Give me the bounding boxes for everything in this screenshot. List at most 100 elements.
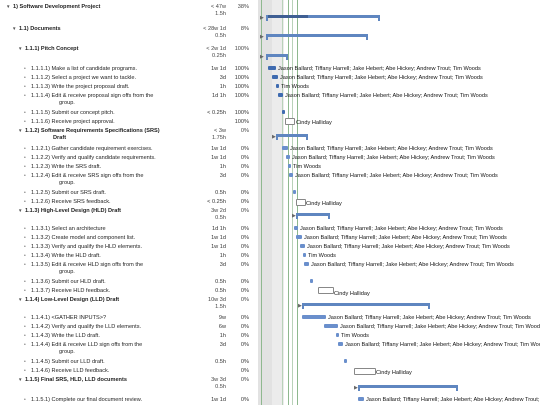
percent-complete-cell[interactable]: 0% [240, 324, 249, 330]
task-bar[interactable] [272, 75, 278, 79]
summary-bar[interactable] [296, 213, 330, 219]
percent-complete-cell[interactable]: 0% [240, 377, 249, 383]
task-name[interactable]: 1.1.4) Low-Level Design (LLD) Draft [25, 297, 188, 304]
task-name[interactable]: 1.1.3.3) Verify and qualify the HLD elem… [31, 244, 188, 251]
task-name[interactable]: 1.1.1) Pitch Concept [25, 46, 188, 53]
duration-cell[interactable]: 9w [190, 315, 226, 322]
task-name[interactable]: 1.1.4.5) Submit our LLD draft. [31, 359, 188, 366]
duration-cell[interactable]: 1h [190, 333, 226, 340]
collapse-triangle-icon[interactable]: ▼ [18, 46, 23, 51]
duration-cell[interactable]: 3d [190, 173, 226, 180]
task-bar[interactable] [289, 173, 293, 177]
collapse-triangle-icon[interactable]: ▼ [18, 208, 23, 213]
percent-complete-cell[interactable]: 100% [234, 110, 249, 116]
duration-cell[interactable]: 0.5h [190, 359, 226, 366]
percent-complete-cell[interactable]: 0% [240, 146, 249, 152]
task-name[interactable]: 1.1.2) Software Requirements Specificati… [25, 128, 188, 141]
task-name[interactable]: 1.1.3.4) Write the HLD draft. [31, 253, 188, 260]
task-name[interactable]: 1.1.4.2) Verify and qualify the LLD elem… [31, 324, 188, 331]
summary-bar[interactable] [302, 303, 430, 309]
task-name[interactable]: 1.1.1.3) Write the project proposal draf… [31, 84, 188, 91]
summary-bar[interactable] [266, 15, 380, 21]
percent-complete-cell[interactable]: 0% [240, 297, 249, 303]
task-bar[interactable] [286, 155, 290, 159]
duration-cell[interactable]: 1w 1d [190, 66, 226, 73]
percent-complete-cell[interactable]: 0% [240, 315, 249, 321]
task-name[interactable]: 1.1.1.1) Make a list of candidate progra… [31, 66, 188, 73]
percent-complete-cell[interactable]: 100% [234, 93, 249, 99]
collapse-triangle-icon[interactable]: ▼ [18, 297, 23, 302]
milestone-bar[interactable] [318, 287, 334, 294]
task-bar[interactable] [358, 397, 364, 401]
task-bar[interactable] [293, 190, 296, 194]
duration-cell[interactable]: 6w [190, 324, 226, 331]
duration-cell[interactable]: 0.5h [190, 190, 226, 197]
percent-complete-cell[interactable]: 100% [234, 119, 249, 125]
task-name[interactable]: 1) Software Development Project [13, 4, 188, 11]
duration-cell[interactable]: 3w 2d 0.5h [190, 208, 226, 221]
task-name[interactable]: 1.1.2.5) Submit our SRS draft. [31, 190, 188, 197]
task-name[interactable]: 1.1.2.2) Verify and qualify candidate re… [31, 155, 188, 162]
task-bar[interactable] [310, 279, 313, 283]
percent-complete-cell[interactable]: 0% [240, 199, 249, 205]
duration-cell[interactable]: 1d 1h [190, 226, 226, 233]
duration-cell[interactable]: < 3w 1.75h [190, 128, 226, 141]
task-name[interactable]: 1.1.4.4) Edit & receive LLD sign offs fr… [31, 342, 188, 355]
task-bar[interactable] [344, 359, 347, 363]
task-bar[interactable] [303, 253, 306, 257]
duration-cell[interactable]: 3d [190, 75, 226, 82]
task-bar[interactable] [304, 262, 309, 266]
task-name[interactable]: 1.1.3.7) Receive HLD feedback. [31, 288, 188, 295]
task-bar[interactable] [288, 164, 291, 168]
task-name[interactable]: 1.1.3) High-Level Design (HLD) Draft [25, 208, 188, 215]
task-name[interactable]: 1.1.3.1) Select an architecture [31, 226, 188, 233]
task-bar[interactable] [302, 315, 326, 319]
percent-complete-cell[interactable]: 8% [240, 26, 249, 32]
summary-bar[interactable] [358, 385, 458, 391]
task-bar[interactable] [278, 93, 283, 97]
summary-bar[interactable] [266, 54, 288, 60]
percent-complete-cell[interactable]: 0% [240, 173, 249, 179]
duration-cell[interactable]: 10w 3d 1.5h [190, 297, 226, 310]
task-bar[interactable] [282, 146, 288, 150]
milestone-bar[interactable] [354, 368, 376, 375]
milestone-bar[interactable] [285, 118, 295, 125]
task-name[interactable]: 1.1.4.6) Receive LLD feedback. [31, 368, 188, 375]
task-bar[interactable] [324, 324, 338, 328]
duration-cell[interactable]: 1w 1d [190, 244, 226, 251]
percent-complete-cell[interactable]: 0% [240, 368, 249, 374]
duration-cell[interactable]: 1h [190, 164, 226, 171]
task-name[interactable]: 1.1.2.1) Gather candidate requirement ex… [31, 146, 188, 153]
task-bar[interactable] [282, 110, 285, 114]
duration-cell[interactable]: < 47w 1.5h [190, 4, 226, 17]
percent-complete-cell[interactable]: 38% [237, 4, 249, 10]
duration-cell[interactable]: < 0.25h [190, 110, 226, 117]
duration-cell[interactable]: 3w 3d 0.5h [190, 377, 226, 390]
task-name[interactable]: 1.1.2.4) Edit & receive SRS sign offs fr… [31, 173, 188, 186]
percent-complete-cell[interactable]: 100% [234, 84, 249, 90]
percent-complete-cell[interactable]: 0% [240, 288, 249, 294]
duration-cell[interactable]: < 28w 1d 0.5h [190, 26, 226, 39]
task-name[interactable]: 1.1.1.5) Submit our concept pitch. [31, 110, 188, 117]
percent-complete-cell[interactable]: 100% [234, 75, 249, 81]
collapse-triangle-icon[interactable]: ▼ [6, 4, 11, 9]
duration-cell[interactable]: 0.5h [190, 279, 226, 286]
percent-complete-cell[interactable]: 0% [240, 235, 249, 241]
collapse-triangle-icon[interactable]: ▼ [12, 26, 17, 31]
task-name[interactable]: 1.1.5.1) Complete our final document rev… [31, 397, 188, 404]
task-name[interactable]: 1.1.1.6) Receive project approval. [31, 119, 188, 126]
summary-bar[interactable] [276, 134, 308, 140]
task-name[interactable]: 1.1.4.3) Write the LLD draft. [31, 333, 188, 340]
percent-complete-cell[interactable]: 0% [240, 208, 249, 214]
percent-complete-cell[interactable]: 0% [240, 342, 249, 348]
duration-cell[interactable]: 1w 1d [190, 155, 226, 162]
percent-complete-cell[interactable]: 0% [240, 397, 249, 403]
collapse-triangle-icon[interactable]: ▼ [18, 128, 23, 133]
task-name[interactable]: 1.1.3.6) Submit our HLD draft. [31, 279, 188, 286]
task-name[interactable]: 1.1.2.3) Write the SRS draft. [31, 164, 188, 171]
percent-complete-cell[interactable]: 0% [240, 190, 249, 196]
summary-bar[interactable] [266, 34, 368, 40]
duration-cell[interactable]: < 0.25h [190, 199, 226, 206]
collapse-triangle-icon[interactable]: ▼ [18, 377, 23, 382]
task-name[interactable]: 1.1.4.1) <GATHER INPUTS>? [31, 315, 188, 322]
